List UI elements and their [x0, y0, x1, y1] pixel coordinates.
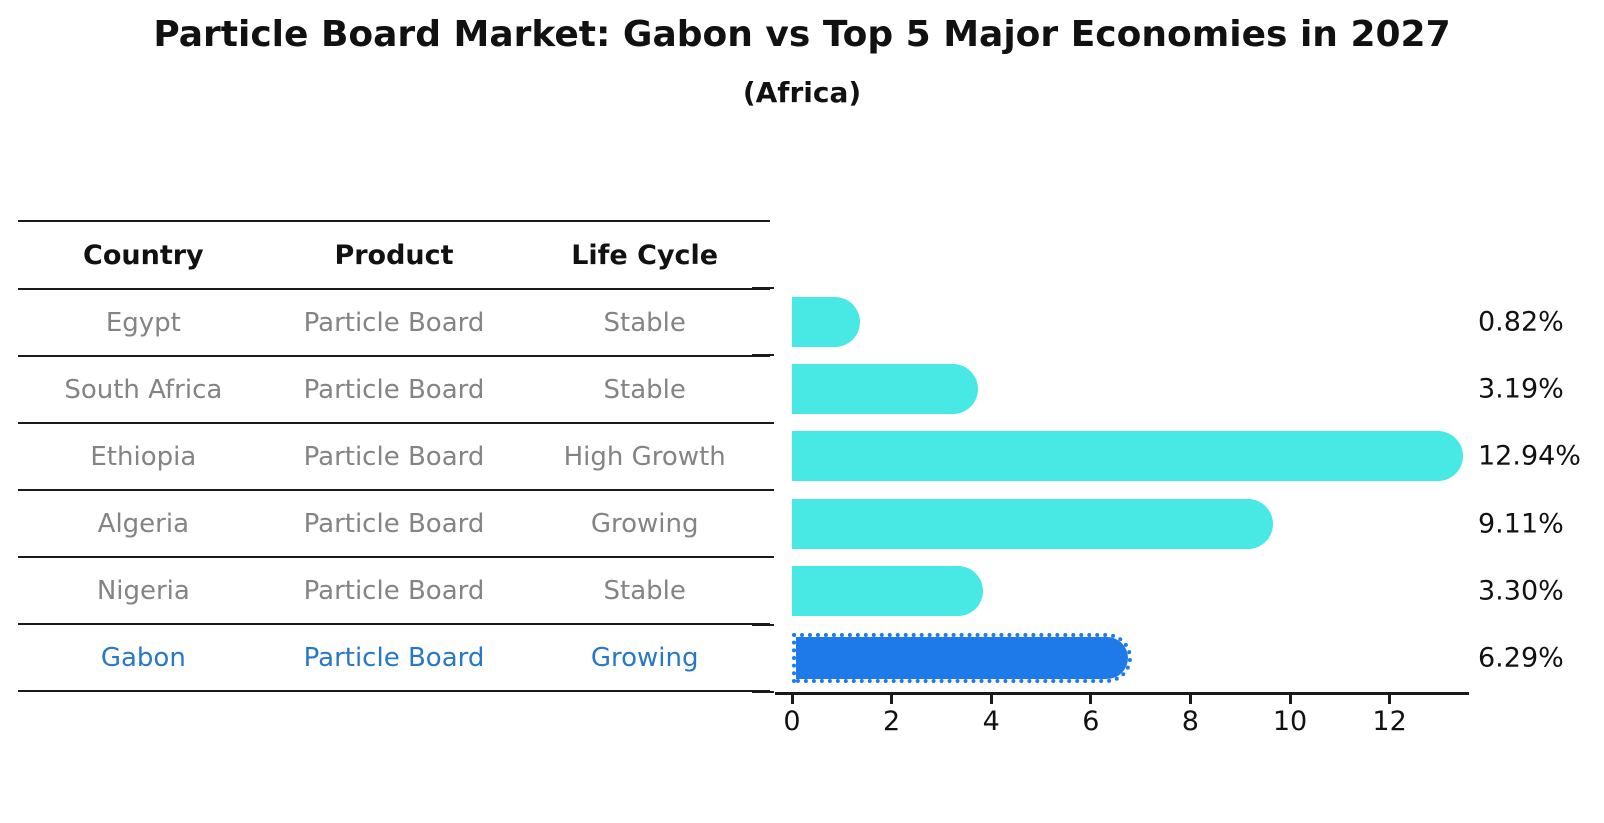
- bar-gabon: [792, 633, 1133, 684]
- table-row-egypt: Egypt Particle Board Stable: [18, 290, 770, 357]
- bar-south-africa: [792, 363, 978, 414]
- header-country: Country: [83, 239, 204, 271]
- table-row-south-africa: South Africa Particle Board Stable: [18, 357, 770, 424]
- table-row-ethiopia: Ethiopia Particle Board High Growth: [18, 424, 770, 491]
- value-label-algeria: 9.11%: [1478, 508, 1564, 540]
- cell-life-cycle: Stable: [603, 575, 686, 606]
- cell-product: Particle Board: [303, 508, 485, 539]
- value-label-nigeria: 3.30%: [1478, 575, 1564, 607]
- x-axis-tick: [1288, 695, 1292, 704]
- cell-product: Particle Board: [303, 307, 485, 338]
- value-label-gabon: 6.29%: [1478, 642, 1564, 674]
- country-table: Country Product Life Cycle Egypt Particl…: [18, 220, 770, 692]
- table-row-nigeria: Nigeria Particle Board Stable: [18, 558, 770, 625]
- y-axis-tick: [752, 556, 774, 559]
- x-axis-tick-label: 6: [1082, 706, 1100, 737]
- bar-algeria: [792, 498, 1273, 549]
- y-axis-tick: [752, 623, 774, 626]
- cell-product: Particle Board: [303, 374, 485, 405]
- value-label-ethiopia: 12.94%: [1478, 440, 1581, 472]
- cell-country: Ethiopia: [90, 441, 197, 472]
- header-life-cycle: Life Cycle: [571, 239, 719, 271]
- cell-country: Egypt: [105, 307, 181, 338]
- cell-product: Particle Board: [303, 441, 485, 472]
- y-axis-tick: [752, 488, 774, 491]
- header-product: Product: [334, 239, 454, 271]
- page-title: Particle Board Market: Gabon vs Top 5 Ma…: [153, 14, 1451, 55]
- y-axis-tick: [752, 421, 774, 424]
- cell-product: Particle Board: [303, 642, 485, 673]
- x-axis-tick: [1188, 695, 1192, 704]
- x-axis-tick: [989, 695, 993, 704]
- x-axis-tick: [1089, 695, 1093, 704]
- x-axis-tick: [790, 695, 794, 704]
- cell-country: Gabon: [100, 642, 186, 673]
- cell-life-cycle: Growing: [590, 508, 699, 539]
- y-axis-tick: [752, 690, 774, 693]
- cell-country: South Africa: [64, 374, 223, 405]
- y-axis-tick: [752, 287, 774, 289]
- table-header-row: Country Product Life Cycle: [18, 222, 770, 290]
- cell-product: Particle Board: [303, 575, 485, 606]
- table-row-algeria: Algeria Particle Board Growing: [18, 491, 770, 558]
- x-axis-tick: [1388, 695, 1392, 704]
- value-label-south-africa: 3.19%: [1478, 373, 1564, 405]
- bar-egypt: [792, 296, 860, 347]
- x-axis-tick-label: 8: [1181, 706, 1199, 737]
- x-axis-tick-label: 2: [883, 706, 901, 737]
- cell-life-cycle: Stable: [603, 307, 686, 338]
- x-axis-tick-label: 0: [783, 706, 801, 737]
- bar-nigeria: [792, 565, 984, 616]
- x-axis-tick-label: 12: [1372, 706, 1407, 737]
- cell-life-cycle: High Growth: [563, 441, 726, 472]
- cell-country: Algeria: [97, 508, 190, 539]
- cell-life-cycle: Growing: [590, 642, 699, 673]
- table-row-gabon: Gabon Particle Board Growing: [18, 625, 770, 692]
- y-axis-tick: [752, 354, 774, 357]
- x-axis-tick-label: 4: [982, 706, 1000, 737]
- page-subtitle: (Africa): [742, 76, 862, 109]
- cell-country: Nigeria: [96, 575, 190, 606]
- bar-ethiopia: [792, 431, 1464, 482]
- x-axis-line: [775, 692, 1469, 695]
- cell-life-cycle: Stable: [603, 374, 686, 405]
- value-label-egypt: 0.82%: [1478, 306, 1564, 338]
- x-axis-tick-label: 10: [1272, 706, 1308, 737]
- x-axis-tick: [890, 695, 894, 704]
